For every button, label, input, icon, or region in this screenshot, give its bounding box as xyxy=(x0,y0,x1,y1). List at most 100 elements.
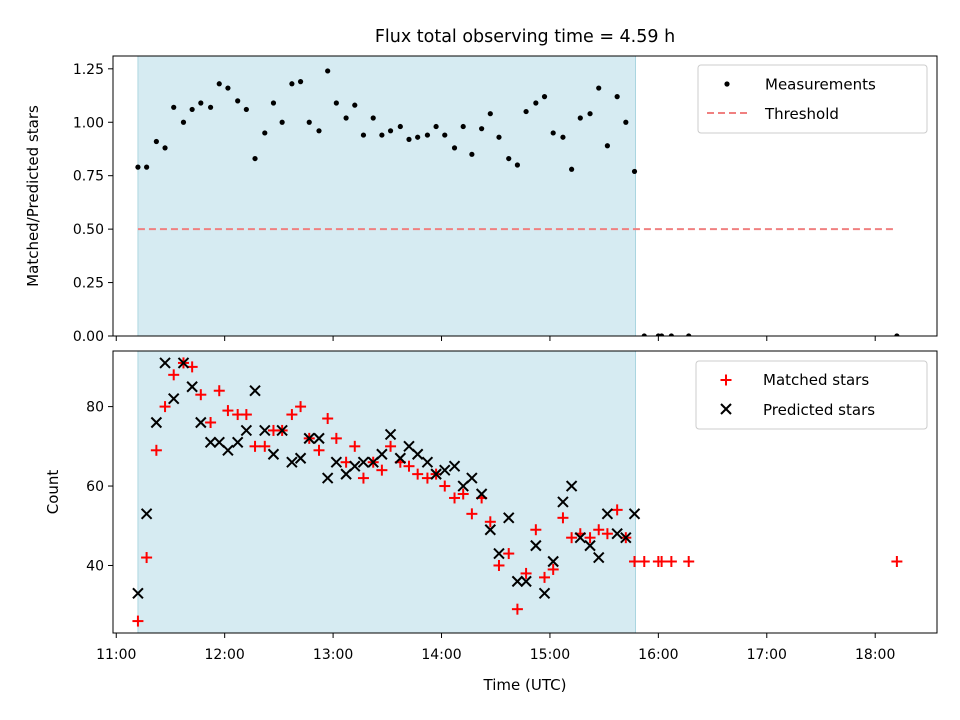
measurement-point xyxy=(415,134,421,140)
predicted-star-point xyxy=(330,456,343,468)
measurement-point xyxy=(235,98,241,104)
measurement-point xyxy=(243,106,249,113)
measurement-point xyxy=(370,115,376,121)
predicted-star-point xyxy=(159,357,171,369)
matched-star-point xyxy=(601,528,613,540)
matched-star-point xyxy=(295,401,307,413)
matched-star-point xyxy=(665,556,677,568)
legend-predicted-marker xyxy=(720,403,732,415)
top-y-tick-label: 1.25 xyxy=(73,62,104,78)
matched-star-point xyxy=(557,512,569,524)
matched-star-point xyxy=(566,532,578,544)
matched-star-point xyxy=(638,556,650,568)
matched-star-point xyxy=(240,409,252,421)
bottom-legend: Matched stars Predicted stars xyxy=(695,360,928,430)
bottom-x-tick-label: 11:00 xyxy=(96,647,136,663)
predicted-star-point xyxy=(376,448,388,460)
measurement-point xyxy=(560,134,566,140)
measurement-point xyxy=(604,143,611,149)
predicted-star-point xyxy=(394,452,407,464)
bottom-axes-frame xyxy=(112,350,938,634)
matched-star-point xyxy=(629,556,641,568)
predicted-star-point xyxy=(267,448,280,460)
matched-star-point xyxy=(313,444,325,456)
predicted-star-point xyxy=(294,452,307,464)
matched-star-point xyxy=(656,556,668,568)
measurement-point xyxy=(541,94,548,100)
matched-star-point xyxy=(484,516,496,528)
measurement-point xyxy=(614,94,620,100)
predicted-star-point xyxy=(557,496,569,508)
predicted-star-point xyxy=(466,472,478,484)
measurement-point xyxy=(460,123,466,130)
predicted-star-point xyxy=(584,539,596,552)
bottom-y-tick-label: 40 xyxy=(86,558,104,574)
measurement-point xyxy=(686,333,692,336)
predicted-star-point xyxy=(140,508,153,520)
measurement-point xyxy=(623,119,629,125)
measurement-point xyxy=(577,115,583,121)
matched-star-point xyxy=(205,416,217,428)
predicted-star-point xyxy=(628,508,641,520)
measurement-point xyxy=(306,119,312,125)
predicted-star-point xyxy=(530,539,542,552)
measurement-point xyxy=(496,134,502,140)
predicted-star-point xyxy=(611,527,623,540)
matched-star-point xyxy=(457,488,469,500)
measurement-point xyxy=(207,104,214,110)
predicted-star-point xyxy=(357,456,370,468)
measurement-point xyxy=(352,102,358,108)
predicted-star-point xyxy=(601,508,614,520)
measurement-point xyxy=(550,130,556,136)
predicted-star-point xyxy=(240,424,253,437)
measurement-point xyxy=(270,100,277,106)
measurement-point xyxy=(379,132,385,138)
measurement-point xyxy=(279,119,285,125)
top-y-axis-label: Matched/Predicted stars xyxy=(24,105,42,287)
predicted-star-point xyxy=(168,392,180,405)
matched-star-point xyxy=(520,567,532,579)
measurement-point xyxy=(487,111,493,117)
top-y-tick-label: 1.00 xyxy=(73,115,104,131)
predicted-star-point xyxy=(177,357,190,369)
matched-star-point xyxy=(195,389,207,401)
matched-star-point xyxy=(213,385,225,397)
legend-matched-label: Matched stars xyxy=(763,371,869,389)
legend-measurements-label: Measurements xyxy=(765,76,876,94)
measurement-point xyxy=(569,166,575,172)
top-y-tick-label: 0.25 xyxy=(73,276,104,292)
matched-star-point xyxy=(593,524,605,536)
legend-measurements-marker xyxy=(724,81,730,87)
measurement-point xyxy=(153,138,159,145)
predicted-star-point xyxy=(493,547,505,560)
bottom-x-tick-label: 17:00 xyxy=(747,647,787,663)
measurement-point xyxy=(424,132,431,138)
predicted-star-point xyxy=(411,448,424,460)
matched-star-point xyxy=(466,508,478,520)
matched-star-point xyxy=(493,559,505,571)
predicted-star-point xyxy=(150,416,163,429)
legend-matched-marker xyxy=(720,374,732,386)
measurement-point xyxy=(343,115,349,121)
matched-star-point xyxy=(449,492,461,504)
measurement-point xyxy=(596,85,602,91)
measurement-point xyxy=(533,100,539,106)
matched-star-point xyxy=(385,440,397,452)
measurement-point xyxy=(406,136,412,142)
bottom-x-tick-label: 13:00 xyxy=(313,647,353,663)
legend-threshold-label: Threshold xyxy=(764,105,839,123)
matched-star-point xyxy=(349,440,361,452)
predicted-star-point xyxy=(620,531,632,544)
predicted-star-point xyxy=(349,460,361,472)
matched-star-point xyxy=(439,480,451,492)
measurement-point xyxy=(451,145,458,151)
measurement-point xyxy=(189,106,195,113)
measurement-point xyxy=(171,104,177,110)
legend-predicted-label: Predicted stars xyxy=(763,401,875,419)
predicted-star-point xyxy=(204,436,217,449)
predicted-star-point xyxy=(421,456,434,468)
measurement-point xyxy=(523,108,529,115)
bottom-x-tick-label: 12:00 xyxy=(204,647,244,663)
predicted-star-point xyxy=(484,524,497,536)
measurement-point xyxy=(387,128,394,134)
